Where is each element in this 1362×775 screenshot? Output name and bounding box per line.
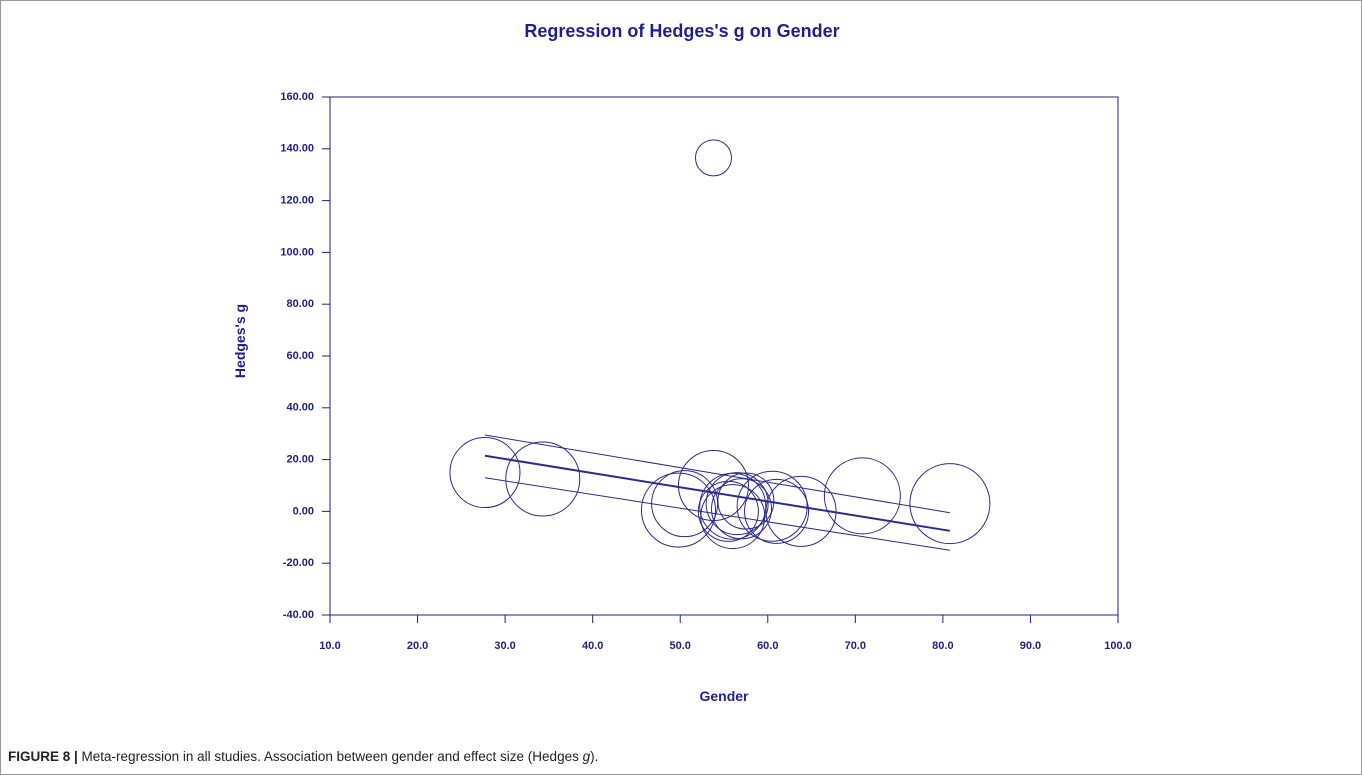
x-tick-label: 100.0 xyxy=(1104,640,1132,652)
y-tick-label: 60.00 xyxy=(286,350,314,362)
y-tick-label: 140.00 xyxy=(280,143,314,155)
y-tick-label: 20.00 xyxy=(286,454,314,466)
y-tick-label: 100.00 xyxy=(280,246,314,258)
bubble xyxy=(505,441,581,517)
y-tick-label: 120.00 xyxy=(280,195,314,207)
x-tick-label: 40.0 xyxy=(582,640,603,652)
caption-end: ). xyxy=(590,749,599,764)
y-tick-label: 160.00 xyxy=(280,91,314,103)
x-tick-label: 80.0 xyxy=(932,640,953,652)
x-tick-label: 50.0 xyxy=(670,640,691,652)
bubble xyxy=(909,463,991,545)
caption-label: FIGURE 8 | xyxy=(8,749,78,764)
y-tick-label: 80.00 xyxy=(286,298,314,310)
bubble xyxy=(744,478,810,544)
x-tick-label: 30.0 xyxy=(494,640,515,652)
ci-upper-line xyxy=(484,434,950,514)
y-tick-label: -40.00 xyxy=(283,609,314,621)
bubble xyxy=(711,478,773,540)
y-tick-label: 0.00 xyxy=(293,505,314,517)
x-tick-label: 90.0 xyxy=(1020,640,1041,652)
y-tick-label: 40.00 xyxy=(286,402,314,414)
y-tick-label: -20.00 xyxy=(283,557,314,569)
bubble xyxy=(705,472,769,536)
bubble xyxy=(699,472,767,540)
bubble xyxy=(700,484,766,550)
bubble xyxy=(651,470,719,538)
bubble xyxy=(694,139,732,177)
bubble xyxy=(823,457,901,535)
caption-italic: g xyxy=(582,749,591,764)
ci-lower-line xyxy=(484,477,950,551)
x-tick-label: 60.0 xyxy=(757,640,778,652)
caption-text: Meta-regression in all studies. Associat… xyxy=(77,749,583,764)
caption: FIGURE 8 | Meta-regression in all studie… xyxy=(8,749,598,764)
bubble xyxy=(736,470,808,542)
chart: Regression of Hedges's g on Gender Gende… xyxy=(232,21,1132,704)
x-axis-label: Gender xyxy=(699,688,749,704)
x-tick-label: 20.0 xyxy=(407,640,428,652)
x-tick-label: 70.0 xyxy=(845,640,866,652)
chart-title: Regression of Hedges's g on Gender xyxy=(524,21,839,41)
bubble xyxy=(765,475,837,547)
y-axis-label: Hedges's g xyxy=(232,304,248,378)
bubble xyxy=(640,472,716,548)
plot-frame xyxy=(329,96,1119,616)
regression-line xyxy=(484,454,951,532)
x-tick-label: 10.0 xyxy=(319,640,340,652)
bubble xyxy=(449,437,521,509)
